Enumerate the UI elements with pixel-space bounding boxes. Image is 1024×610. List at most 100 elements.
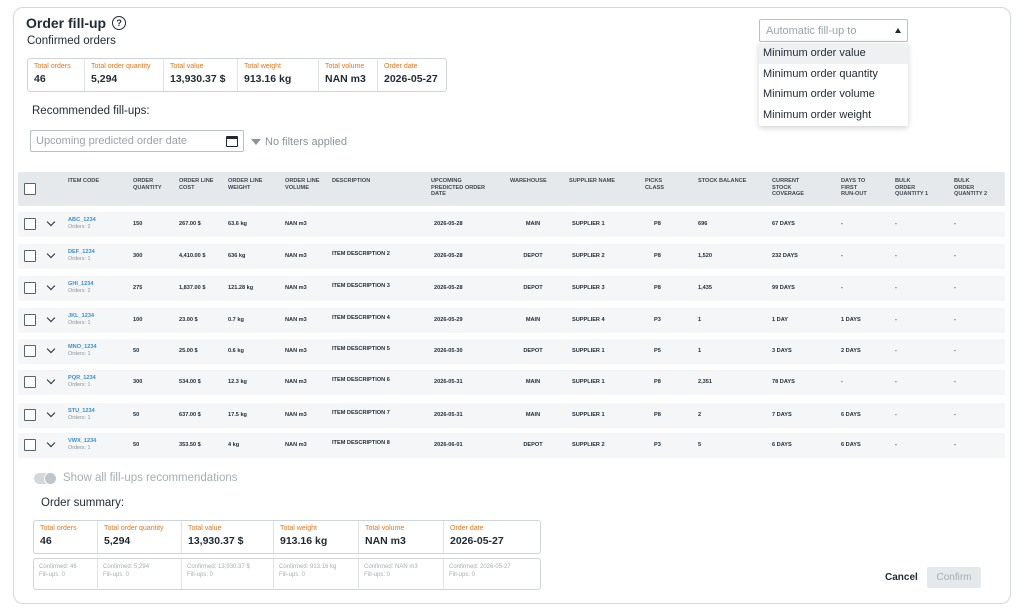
table-row[interactable]: STU_1234 Orders: 1 50 637.00 $ 17.5 kg N…: [18, 403, 1005, 428]
item-code-link[interactable]: JKL_1234: [68, 313, 95, 319]
cell-order-line-cost: 637.00 $: [179, 412, 201, 418]
row-checkbox[interactable]: [24, 218, 36, 230]
row-checkbox[interactable]: [24, 250, 36, 262]
row-checkbox[interactable]: [24, 376, 36, 388]
menu-item-minimum-order-weight[interactable]: Minimum order weight: [763, 108, 872, 121]
header-stock-coverage[interactable]: CURRENT STOCK COVERAGE: [772, 178, 805, 198]
stat-total-weight: Total weight 913.16 kg: [238, 59, 319, 91]
cell-upcoming-date: 2026-06-01: [434, 442, 463, 448]
header-picks-class[interactable]: PICKS CLASS: [645, 178, 664, 191]
cell-stock-coverage: 7 DAYS: [772, 412, 792, 418]
cell-days-run-out: -: [841, 379, 843, 385]
row-checkbox[interactable]: [24, 409, 36, 421]
expand-chevron-icon[interactable]: [46, 313, 56, 323]
row-checkbox[interactable]: [24, 439, 36, 451]
cell-days-run-out: 1 DAYS: [841, 317, 861, 323]
item-code-link[interactable]: MNO_1234: [68, 344, 97, 350]
item-code-link[interactable]: GHI_1234: [68, 281, 94, 287]
cell-upcoming-date: 2026-05-29: [434, 317, 463, 323]
table-row[interactable]: PQR_1234 Orders: 1 300 534.00 $ 12.3 kg …: [18, 370, 1005, 395]
expand-chevron-icon[interactable]: [46, 375, 56, 385]
cell-description: ITEM DESCRIPTION 2: [332, 251, 390, 257]
item-code-link[interactable]: DEF_1234: [68, 249, 95, 255]
menu-item-minimum-order-volume[interactable]: Minimum order volume: [763, 88, 875, 100]
table-row[interactable]: GHI_1234 Orders: 2 275 1,837.00 $ 121.28…: [18, 276, 1005, 301]
cell-stock-balance: 1: [698, 348, 702, 354]
header-description[interactable]: DESCRIPTION: [332, 178, 371, 184]
row-checkbox[interactable]: [24, 314, 36, 326]
header-item-code[interactable]: ITEM CODE: [68, 178, 100, 184]
header-upcoming-date[interactable]: UPCOMING PREDICTED ORDER DATE: [431, 178, 486, 198]
cell-stock-balance: 1: [698, 317, 702, 323]
expand-chevron-icon[interactable]: [46, 344, 56, 354]
cell-days-run-out: -: [841, 253, 843, 259]
page-title-row: Order fill-up ?: [26, 15, 127, 31]
cell-warehouse: DEPOT: [523, 253, 543, 259]
cell-upcoming-date: 2026-05-31: [434, 379, 463, 385]
row-checkbox[interactable]: [24, 282, 36, 294]
confirm-button[interactable]: Confirm: [927, 567, 981, 588]
automatic-fillup-select[interactable]: Automatic fill-up to: [759, 19, 908, 42]
item-code-link[interactable]: STU_1234: [68, 408, 95, 414]
help-icon[interactable]: ?: [112, 16, 127, 30]
cell-supplier-name: SUPPLIER 1: [572, 379, 605, 385]
cell-supplier-name: SUPPLIER 3: [572, 285, 605, 291]
cell-order-line-weight: 636 kg: [228, 253, 246, 259]
table-row[interactable]: JKL_1234 Orders: 1 100 23.00 $ 0.7 kg NA…: [18, 308, 1005, 333]
table-row[interactable]: ABC_1234 Orders: 2 150 267.00 $ 63.6 kg …: [18, 212, 1005, 237]
item-orders-count: Orders: 1: [68, 445, 91, 451]
item-code-link[interactable]: ABC_1234: [68, 217, 96, 223]
menu-item-minimum-order-quantity[interactable]: Minimum order quantity: [763, 67, 878, 80]
cell-order-line-volume: NAN m3: [285, 442, 307, 448]
cell-description: ITEM DESCRIPTION 4: [332, 315, 390, 321]
expand-chevron-icon[interactable]: [46, 438, 56, 448]
row-checkbox[interactable]: [24, 345, 36, 357]
expand-chevron-icon[interactable]: [46, 217, 56, 227]
cell-bulk-quantity-1: -: [895, 253, 897, 259]
header-order-line-volume[interactable]: ORDER LINE VOLUME: [285, 178, 320, 191]
upcoming-date-input[interactable]: Upcoming predicted order date: [30, 130, 244, 152]
cell-bulk-quantity-1: -: [895, 221, 897, 227]
cell-supplier-name: SUPPLIER 2: [572, 442, 605, 448]
cell-upcoming-date: 2026-05-31: [434, 412, 463, 418]
table-row[interactable]: MNO_1234 Orders: 1 50 25.00 $ 0.6 kg NAN…: [18, 339, 1005, 364]
table-row[interactable]: DEF_1234 Orders: 1 300 4,410.00 $ 636 kg…: [18, 244, 1005, 269]
header-stock-balance[interactable]: STOCK BALANCE: [698, 178, 747, 184]
cell-picks-class: P8: [654, 379, 661, 385]
cell-warehouse: DEPOT: [523, 285, 543, 291]
cell-stock-balance: 5: [698, 442, 702, 448]
header-supplier-name[interactable]: SUPPLIER NAME: [569, 178, 615, 184]
automatic-fillup-menu: Minimum order value Minimum order quanti…: [759, 42, 908, 126]
select-all-checkbox[interactable]: [24, 183, 36, 195]
header-order-line-weight[interactable]: ORDER LINE WEIGHT: [228, 178, 263, 191]
caret-up-icon: [895, 28, 901, 33]
show-all-toggle[interactable]: [34, 471, 57, 485]
order-summary-label: Order summary:: [41, 497, 125, 509]
header-bulk-quantity-2[interactable]: BULK ORDER QUANTITY 2: [954, 178, 988, 198]
menu-item-minimum-order-value[interactable]: Minimum order value: [759, 43, 908, 64]
cell-bulk-quantity-2: -: [954, 379, 956, 385]
breakdown-total-order-quantity: Confirmed: 5,294 Fill-ups: 0: [98, 559, 182, 589]
header-order-quantity[interactable]: ORDER QUANTITY: [133, 178, 162, 191]
cell-order-quantity: 275: [133, 285, 143, 291]
header-order-line-cost[interactable]: ORDER LINE COST: [179, 178, 214, 191]
expand-chevron-icon[interactable]: [46, 249, 56, 259]
item-orders-count: Orders: 2: [68, 224, 91, 230]
calendar-icon[interactable]: [226, 135, 238, 147]
filters-status[interactable]: No filters applied: [251, 136, 347, 148]
expand-chevron-icon[interactable]: [46, 281, 56, 291]
item-code-link[interactable]: PQR_1234: [68, 375, 96, 381]
header-warehouse[interactable]: WAREHOUSE: [510, 178, 547, 184]
cell-order-line-volume: NAN m3: [285, 285, 307, 291]
cell-stock-balance: 1,435: [698, 285, 712, 291]
cell-bulk-quantity-1: -: [895, 285, 897, 291]
item-code-link[interactable]: VWX_1234: [68, 438, 97, 444]
cell-order-line-cost: 267.00 $: [179, 221, 201, 227]
table-row[interactable]: VWX_1234 Orders: 1 50 353.50 $ 4 kg NAN …: [18, 433, 1005, 458]
expand-chevron-icon[interactable]: [46, 408, 56, 418]
item-orders-count: Orders: 1: [68, 256, 91, 262]
cancel-button[interactable]: Cancel: [885, 572, 918, 583]
header-bulk-quantity-1[interactable]: BULK ORDER QUANTITY 1: [895, 178, 929, 198]
cell-supplier-name: SUPPLIER 1: [572, 221, 605, 227]
header-days-run-out[interactable]: DAYS TO FIRST RUN-OUT: [841, 178, 867, 198]
